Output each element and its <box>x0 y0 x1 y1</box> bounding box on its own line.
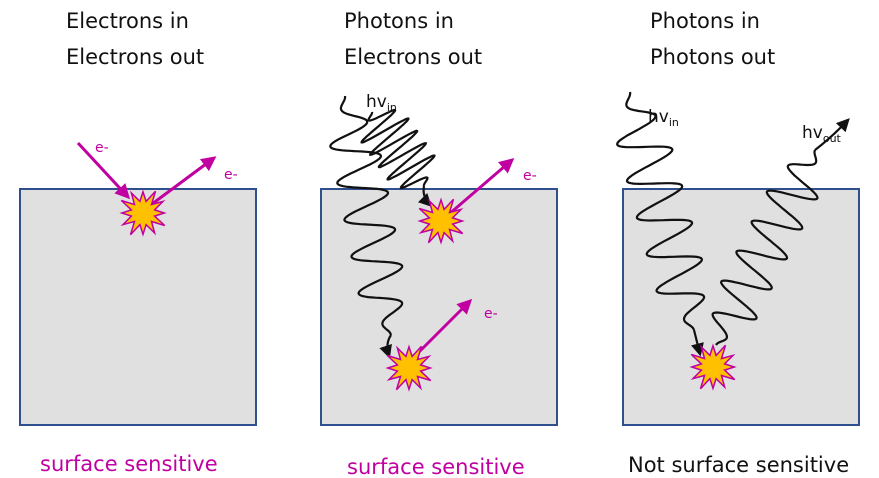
panel-2-interaction-burst-shallow <box>417 197 465 245</box>
panel-1-title-line-1: Electrons in <box>66 9 189 33</box>
panel-2-photon-arrow-shallow <box>417 185 432 207</box>
panel-2-interaction-burst-deep <box>385 344 433 392</box>
panel-3-sample-box <box>622 188 860 426</box>
panel-3-photon-arrow-in <box>691 329 704 357</box>
panel-2-photon-arrow-deep <box>379 334 392 359</box>
panel-photons-in-photons-out: Photons in Photons out hvin hvout Not su… <box>616 9 860 477</box>
panel-photons-in-electrons-out: Photons in Electrons out hvin e- e- surf… <box>320 9 558 478</box>
panel-2-electron-label-bottom: e- <box>484 306 498 322</box>
panel-2-photon-wave-deep <box>329 95 404 336</box>
panel-3-photon-wave-out <box>711 149 819 346</box>
panel-3-title-line-2: Photons out <box>650 45 775 69</box>
panel-2-outgoing-electron-arrow-top <box>447 158 515 217</box>
panel-3-photon-wave-in <box>616 91 706 331</box>
panel-1-incoming-electron-arrow <box>76 141 131 200</box>
panel-1-outgoing-electron-arrow <box>147 156 217 209</box>
panel-2-title-line-1: Photons in <box>344 9 454 33</box>
panel-3-title-line-1: Photons in <box>650 9 760 33</box>
panel-2-caption: surface sensitive <box>347 455 525 478</box>
panel-2-electron-label-top: e- <box>523 168 537 184</box>
panel-2-photon-in-label: hvin <box>366 92 397 114</box>
panel-1-outgoing-electron-label: e- <box>224 167 238 183</box>
panel-3-photon-out-label: hvout <box>802 123 842 145</box>
panel-2-title-line-2: Electrons out <box>344 45 482 69</box>
panel-1-title-line-2: Electrons out <box>66 45 204 69</box>
panel-1-caption: surface sensitive <box>40 452 218 476</box>
panel-3-caption: Not surface sensitive <box>628 453 849 477</box>
panel-3-photon-arrow-out <box>814 118 850 151</box>
panel-1-incoming-electron-label: e- <box>95 140 109 156</box>
panel-1-interaction-burst <box>119 189 167 237</box>
panel-3-photon-in-label: hvin <box>648 107 679 129</box>
panel-electrons-in-electrons-out: Electrons in Electrons out e- e- surface… <box>19 9 257 476</box>
panel-1-sample-box <box>19 188 257 426</box>
panel-3-interaction-burst <box>689 343 737 391</box>
panel-2-photon-wave-shallow <box>360 108 436 190</box>
